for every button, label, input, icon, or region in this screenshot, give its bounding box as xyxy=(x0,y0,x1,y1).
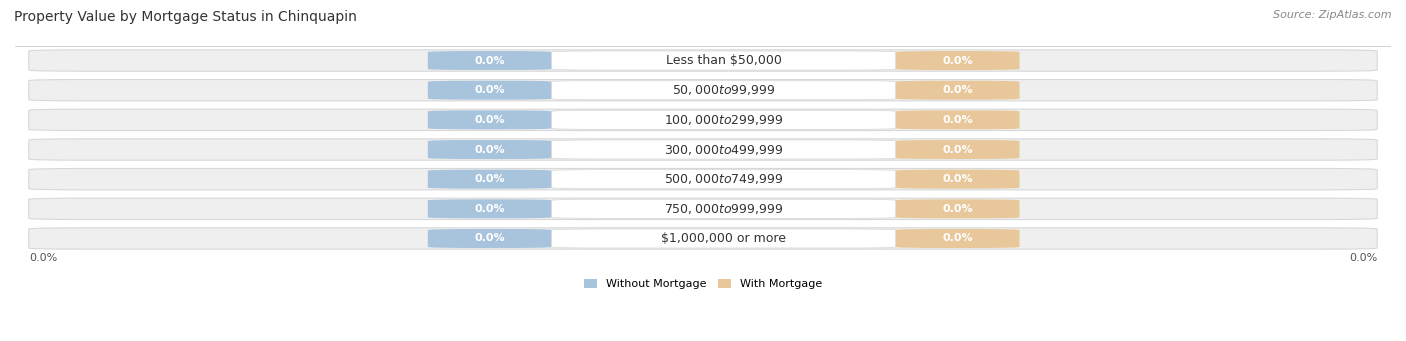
FancyBboxPatch shape xyxy=(551,51,896,70)
FancyBboxPatch shape xyxy=(28,50,1378,71)
Text: 0.0%: 0.0% xyxy=(942,115,973,125)
Text: 0.0%: 0.0% xyxy=(474,174,505,184)
Text: 0.0%: 0.0% xyxy=(474,204,505,214)
FancyBboxPatch shape xyxy=(28,139,1378,160)
FancyBboxPatch shape xyxy=(896,110,1019,129)
Text: 0.0%: 0.0% xyxy=(942,174,973,184)
Text: 0.0%: 0.0% xyxy=(942,145,973,154)
Text: Source: ZipAtlas.com: Source: ZipAtlas.com xyxy=(1274,10,1392,20)
FancyBboxPatch shape xyxy=(427,170,551,189)
FancyBboxPatch shape xyxy=(551,199,896,218)
FancyBboxPatch shape xyxy=(551,170,896,189)
FancyBboxPatch shape xyxy=(28,109,1378,131)
Text: 0.0%: 0.0% xyxy=(942,204,973,214)
FancyBboxPatch shape xyxy=(551,229,896,248)
Text: $500,000 to $749,999: $500,000 to $749,999 xyxy=(664,172,783,186)
Text: 0.0%: 0.0% xyxy=(942,56,973,65)
FancyBboxPatch shape xyxy=(28,228,1378,249)
FancyBboxPatch shape xyxy=(551,110,896,129)
Text: Property Value by Mortgage Status in Chinquapin: Property Value by Mortgage Status in Chi… xyxy=(14,10,357,24)
Legend: Without Mortgage, With Mortgage: Without Mortgage, With Mortgage xyxy=(579,274,827,294)
FancyBboxPatch shape xyxy=(28,79,1378,101)
Text: 0.0%: 0.0% xyxy=(942,234,973,243)
FancyBboxPatch shape xyxy=(896,140,1019,159)
FancyBboxPatch shape xyxy=(427,229,551,248)
FancyBboxPatch shape xyxy=(896,51,1019,70)
Text: 0.0%: 0.0% xyxy=(942,85,973,95)
Text: 0.0%: 0.0% xyxy=(474,56,505,65)
Text: $1,000,000 or more: $1,000,000 or more xyxy=(661,232,786,245)
FancyBboxPatch shape xyxy=(28,168,1378,190)
Text: 0.0%: 0.0% xyxy=(28,253,58,263)
FancyBboxPatch shape xyxy=(896,170,1019,189)
FancyBboxPatch shape xyxy=(896,229,1019,248)
FancyBboxPatch shape xyxy=(896,81,1019,100)
Text: 0.0%: 0.0% xyxy=(1348,253,1378,263)
FancyBboxPatch shape xyxy=(896,199,1019,218)
FancyBboxPatch shape xyxy=(427,81,551,100)
Text: $100,000 to $299,999: $100,000 to $299,999 xyxy=(664,113,783,127)
Text: $750,000 to $999,999: $750,000 to $999,999 xyxy=(664,202,783,216)
Text: $50,000 to $99,999: $50,000 to $99,999 xyxy=(672,83,775,97)
Text: Less than $50,000: Less than $50,000 xyxy=(665,54,782,67)
FancyBboxPatch shape xyxy=(551,140,896,159)
Text: 0.0%: 0.0% xyxy=(474,145,505,154)
Text: $300,000 to $499,999: $300,000 to $499,999 xyxy=(664,143,783,157)
FancyBboxPatch shape xyxy=(551,81,896,100)
FancyBboxPatch shape xyxy=(427,140,551,159)
FancyBboxPatch shape xyxy=(427,110,551,129)
FancyBboxPatch shape xyxy=(427,199,551,218)
FancyBboxPatch shape xyxy=(28,198,1378,220)
FancyBboxPatch shape xyxy=(427,51,551,70)
Text: 0.0%: 0.0% xyxy=(474,234,505,243)
Text: 0.0%: 0.0% xyxy=(474,115,505,125)
Text: 0.0%: 0.0% xyxy=(474,85,505,95)
